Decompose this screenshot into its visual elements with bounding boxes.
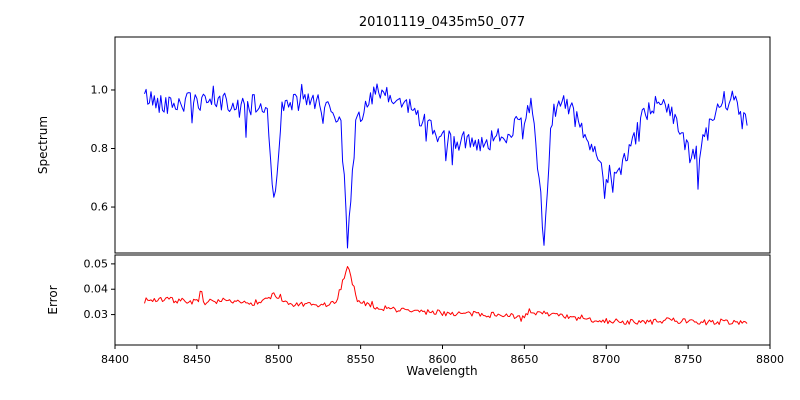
y-tick-label: 0.04 <box>84 283 109 296</box>
error-axes-frame <box>114 254 771 346</box>
y-axis-label-error: Error <box>46 285 60 314</box>
y-tick-label: 0.8 <box>91 142 109 155</box>
error-line <box>144 266 748 326</box>
y-tick-label: 0.03 <box>84 308 109 321</box>
axes-layer: 0.6 0.8 1.0 0.03 0.04 0.05 8400 8450 8500 8550 860… <box>84 36 784 366</box>
x-tick-label: 8800 <box>756 353 784 366</box>
plot-title: 20101119_0435m50_077 <box>359 15 525 30</box>
x-tick-label: 8500 <box>265 353 293 366</box>
spectrum-axes-frame <box>114 36 771 254</box>
y-tick-label: 1.0 <box>91 83 109 96</box>
y-tick-label: 0.05 <box>84 257 109 270</box>
y-axis-label-spectrum: Spectrum <box>36 116 50 174</box>
x-axis-label: Wavelength <box>406 364 477 378</box>
spectrum-line <box>144 83 748 249</box>
x-tick-label: 8750 <box>674 353 702 366</box>
x-tick-label: 8700 <box>592 353 620 366</box>
x-tick-label: 8550 <box>347 353 375 366</box>
y-tick-label: 0.6 <box>91 201 109 214</box>
x-tick-label: 8600 <box>429 353 457 366</box>
x-tick-label: 8400 <box>101 353 129 366</box>
data-series-layer <box>144 83 748 326</box>
x-tick-label: 8650 <box>510 353 538 366</box>
x-tick-label: 8450 <box>183 353 211 366</box>
